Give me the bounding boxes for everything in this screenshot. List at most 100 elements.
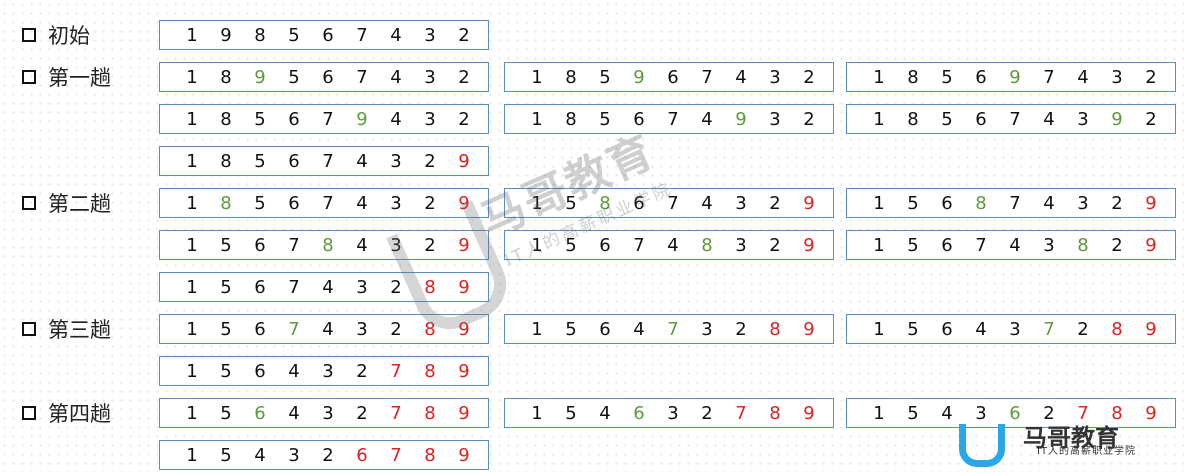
sequence-digit: 6 xyxy=(667,66,679,88)
sequence-digit: 7 xyxy=(1043,318,1055,340)
sequence-digit: 9 xyxy=(1145,402,1157,424)
sequence-digit: 9 xyxy=(220,24,232,46)
sequence-digit: 9 xyxy=(254,66,266,88)
sequence-digit: 3 xyxy=(1009,318,1021,340)
sequence-digit: 5 xyxy=(907,234,919,256)
sequence-digit: 1 xyxy=(186,234,198,256)
sequence-digit: 5 xyxy=(254,150,266,172)
sequence-digit: 7 xyxy=(667,318,679,340)
sequence-digit: 4 xyxy=(1009,234,1021,256)
sequence-digit: 1 xyxy=(186,276,198,298)
sequence-digit: 8 xyxy=(322,234,334,256)
sequence-digit: 3 xyxy=(1043,234,1055,256)
sequence-digit: 3 xyxy=(769,66,781,88)
pass-label: 第四趟 xyxy=(22,398,111,428)
square-bullet-icon xyxy=(22,322,36,336)
sequence-digit: 1 xyxy=(873,66,885,88)
sequence-digit: 3 xyxy=(424,24,436,46)
sequence-digit: 2 xyxy=(1111,234,1123,256)
sequence-digit: 7 xyxy=(390,444,402,466)
sequence-digit: 8 xyxy=(254,24,266,46)
pass-label-text: 初始 xyxy=(48,24,90,48)
sequence-digit: 1 xyxy=(873,234,885,256)
sequence-digit: 4 xyxy=(735,66,747,88)
sequence-digit: 6 xyxy=(322,66,334,88)
sequence-digit: 7 xyxy=(356,66,368,88)
sequence-digit: 9 xyxy=(803,402,815,424)
sequence-digit: 5 xyxy=(220,234,232,256)
sequence-digit: 1 xyxy=(873,318,885,340)
sequence-digit: 6 xyxy=(975,108,987,130)
sequence-digit: 2 xyxy=(458,66,470,88)
sequence-digit: 2 xyxy=(458,24,470,46)
sequence-digit: 1 xyxy=(186,192,198,214)
sequence-digit: 6 xyxy=(288,108,300,130)
sequence-digit: 9 xyxy=(458,444,470,466)
sequence-digit: 4 xyxy=(322,318,334,340)
sequence-digit: 8 xyxy=(769,402,781,424)
sequence-digit: 4 xyxy=(356,150,368,172)
sequence-digit: 1 xyxy=(873,402,885,424)
sequence-digit: 2 xyxy=(701,402,713,424)
sequence-digit: 8 xyxy=(1077,234,1089,256)
sequence-digit: 6 xyxy=(254,318,266,340)
sequence-digit: 9 xyxy=(803,318,815,340)
sequence-digit: 3 xyxy=(735,192,747,214)
sequence-digit: 5 xyxy=(907,402,919,424)
sequence-digit: 2 xyxy=(1077,318,1089,340)
sequence-digit: 6 xyxy=(599,234,611,256)
sequence-digit: 2 xyxy=(424,234,436,256)
sequence-digit: 8 xyxy=(907,66,919,88)
sequence-digit: 5 xyxy=(220,402,232,424)
sequence-digit: 3 xyxy=(667,402,679,424)
sequence-digit: 1 xyxy=(531,318,543,340)
sequence-digit: 4 xyxy=(288,360,300,382)
sequence-digit: 2 xyxy=(769,192,781,214)
sequence-digit: 1 xyxy=(531,402,543,424)
sequence-digit: 3 xyxy=(735,234,747,256)
sequence-digit: 9 xyxy=(458,402,470,424)
sequence-digit: 8 xyxy=(907,108,919,130)
sequence-digit: 4 xyxy=(975,318,987,340)
sequence-digit: 1 xyxy=(186,402,198,424)
sequence-digit: 6 xyxy=(975,66,987,88)
sequence-digit: 9 xyxy=(356,108,368,130)
sequence-digit: 9 xyxy=(458,318,470,340)
sequence-digit: 5 xyxy=(599,66,611,88)
sequence-digit: 9 xyxy=(803,192,815,214)
sequence-digit: 7 xyxy=(1077,402,1089,424)
sequence-digit: 7 xyxy=(1009,192,1021,214)
sequence-digit: 2 xyxy=(1043,402,1055,424)
sequence-digit: 6 xyxy=(633,192,645,214)
sequence-digit: 6 xyxy=(633,402,645,424)
sequence-digit: 3 xyxy=(322,360,334,382)
sequence-digit: 3 xyxy=(424,108,436,130)
sequence-digit: 4 xyxy=(254,444,266,466)
square-bullet-icon xyxy=(22,28,36,42)
sequence-digit: 8 xyxy=(1111,402,1123,424)
pass-label-text: 第三趟 xyxy=(48,318,111,342)
sequence-digit: 8 xyxy=(220,66,232,88)
sequence-digit: 7 xyxy=(701,66,713,88)
sequence-digit: 1 xyxy=(186,360,198,382)
sequence-digit: 4 xyxy=(941,402,953,424)
sequence-digit: 9 xyxy=(735,108,747,130)
sequence-digit: 5 xyxy=(941,66,953,88)
sequence-digit: 3 xyxy=(701,318,713,340)
sequence-digit: 6 xyxy=(322,24,334,46)
sequence-digit: 1 xyxy=(186,66,198,88)
sequence-digit: 4 xyxy=(356,234,368,256)
sequence-digit: 2 xyxy=(1111,192,1123,214)
